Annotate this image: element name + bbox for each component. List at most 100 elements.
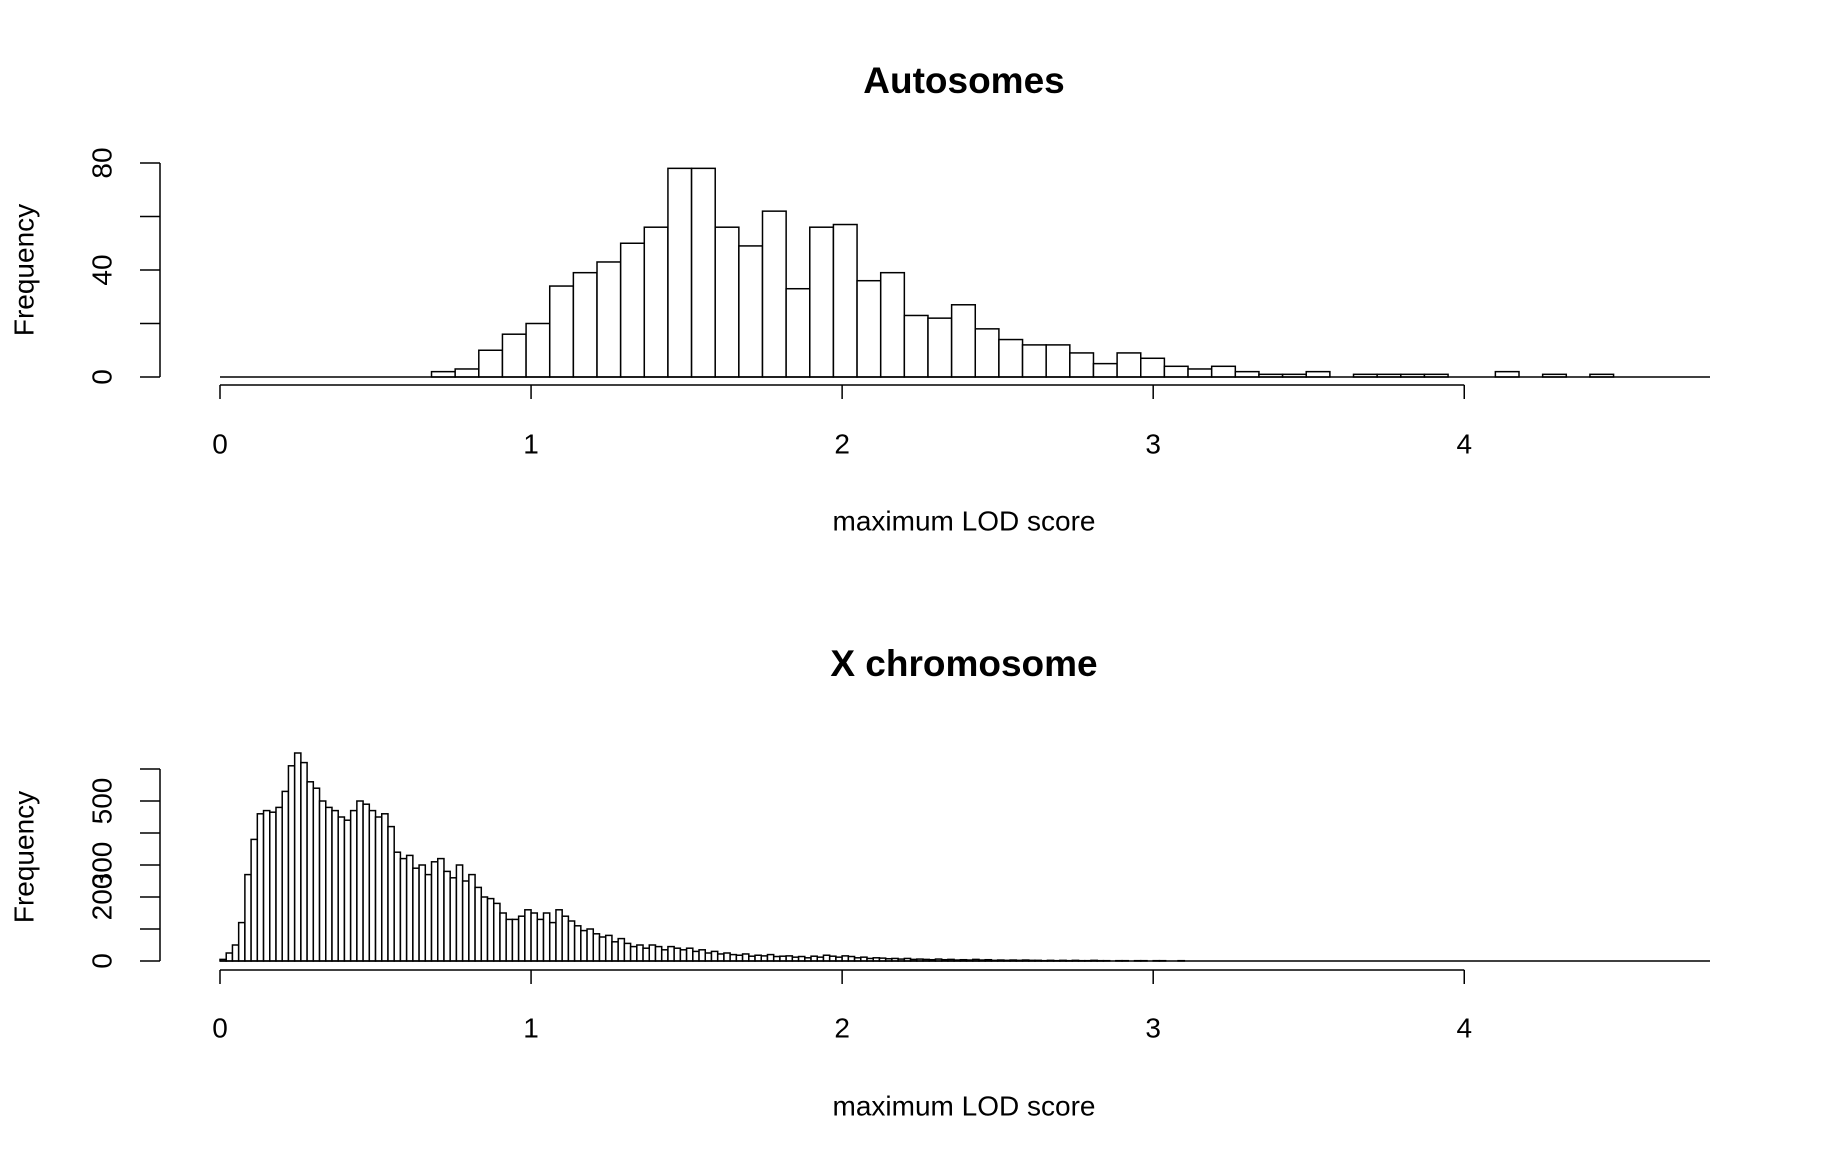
bar [596, 261, 622, 378]
bar [474, 886, 483, 962]
bar [1045, 344, 1071, 378]
bar [318, 800, 327, 962]
bar [548, 285, 575, 378]
bar [237, 921, 246, 962]
bar [480, 896, 489, 962]
bar [832, 223, 858, 378]
x-tick-label: 0 [212, 1012, 228, 1043]
x-tick-label: 1 [523, 1012, 539, 1043]
bar [567, 920, 576, 962]
bar [349, 809, 358, 962]
bar [293, 752, 302, 962]
bar [356, 800, 364, 962]
bar [738, 245, 764, 378]
bar [542, 912, 551, 962]
bar [501, 333, 527, 378]
bar [511, 918, 520, 962]
bar [927, 317, 953, 378]
bar [698, 949, 707, 962]
bar [716, 953, 725, 962]
bar [449, 877, 458, 962]
bar [524, 909, 532, 962]
y-tick-label: 0 [86, 369, 117, 385]
bar [667, 167, 693, 378]
bar [761, 210, 787, 378]
bar [300, 761, 308, 962]
bar [461, 880, 470, 962]
bar [412, 867, 420, 962]
bar [499, 912, 507, 962]
bar [256, 813, 265, 962]
bar [619, 242, 646, 378]
x-tick-label: 2 [834, 1012, 850, 1043]
bar [754, 954, 763, 962]
bar [841, 955, 850, 962]
bar [950, 304, 977, 378]
bar [660, 949, 669, 962]
bar [530, 912, 539, 962]
bar [387, 825, 395, 962]
bar [430, 370, 456, 378]
bar [692, 950, 700, 962]
x-tick-label: 3 [1145, 1012, 1161, 1043]
x-tick-label: 4 [1456, 428, 1472, 459]
bar [723, 952, 731, 962]
bar [735, 954, 744, 962]
bar [998, 338, 1024, 378]
bar [287, 765, 296, 962]
bar [362, 803, 371, 962]
bar [760, 955, 769, 962]
bar [642, 947, 651, 962]
bar [1092, 362, 1118, 378]
bar [710, 950, 719, 962]
x-tick-label: 4 [1456, 1012, 1472, 1043]
bar [598, 936, 607, 962]
bar [573, 925, 582, 962]
bar [856, 279, 882, 378]
bar [337, 816, 346, 962]
bar [643, 226, 669, 378]
bar [636, 944, 644, 962]
bar [262, 809, 271, 962]
bar [478, 349, 504, 378]
bar [312, 787, 321, 962]
bar [1210, 365, 1237, 378]
bar [536, 918, 545, 962]
bar [667, 945, 675, 962]
bar [393, 851, 402, 962]
bar [505, 918, 514, 962]
bar [517, 915, 526, 962]
bar [690, 167, 716, 378]
bar [430, 861, 439, 962]
bar [654, 945, 663, 962]
chart-title: Autosomes [863, 60, 1064, 101]
bar [611, 941, 619, 962]
bar [879, 271, 906, 378]
bar [785, 955, 794, 962]
bar [714, 226, 740, 378]
bar [405, 854, 414, 962]
y-tick-label: 300 [86, 842, 117, 889]
bar [381, 813, 389, 962]
bar [368, 809, 377, 962]
y-tick-label: 200 [86, 874, 117, 921]
bar [455, 864, 464, 962]
bar [1187, 368, 1213, 378]
bar [1140, 357, 1166, 378]
bar [903, 314, 929, 378]
bar [586, 928, 595, 962]
bar [325, 806, 333, 962]
bar [1305, 370, 1331, 378]
bar [673, 947, 682, 962]
y-axis-label: Frequency [8, 791, 39, 923]
bar [1163, 365, 1189, 378]
bar [679, 949, 688, 962]
bar [343, 819, 352, 962]
bar [1021, 344, 1047, 378]
x-axis-label: maximum LOD score [833, 1090, 1096, 1121]
bar [974, 328, 1000, 378]
y-tick-label: 40 [86, 254, 117, 285]
bar [766, 953, 775, 962]
bar [1069, 352, 1095, 378]
